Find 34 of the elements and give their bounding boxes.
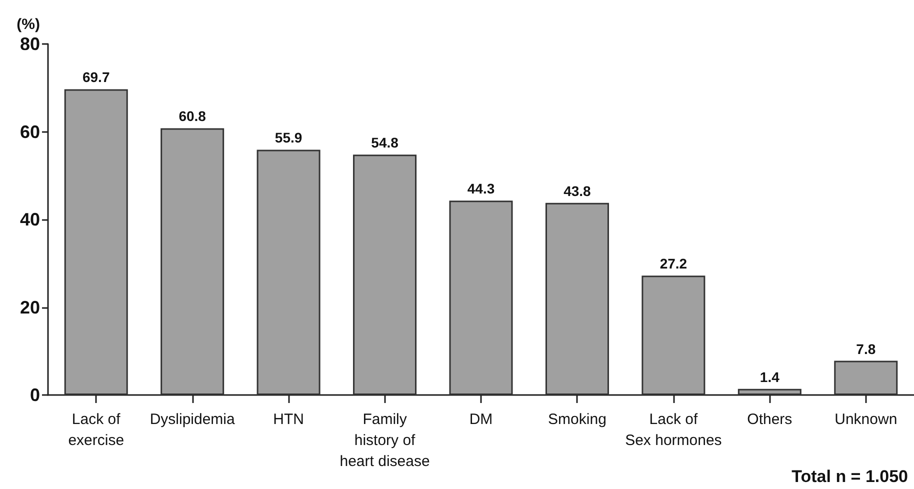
x-tick-label: Family history of heart disease bbox=[340, 411, 430, 470]
bar bbox=[449, 200, 513, 395]
x-tick-label: Lack of exercise bbox=[68, 411, 124, 449]
y-tick-label: 80 bbox=[20, 34, 40, 54]
data-label: 69.7 bbox=[82, 69, 110, 86]
y-tick-label: 60 bbox=[20, 122, 40, 142]
x-tick-label: DM bbox=[469, 411, 493, 428]
y-axis-title: (%) bbox=[16, 16, 40, 33]
y-tick-label: 40 bbox=[20, 210, 40, 230]
bar bbox=[353, 154, 417, 395]
bar bbox=[738, 388, 802, 395]
x-tick-label: Lack of Sex hormones bbox=[625, 411, 722, 449]
text: Total n = 1.050 bbox=[792, 467, 908, 486]
data-label: 43.8 bbox=[564, 182, 592, 199]
data-label: 55.9 bbox=[274, 130, 302, 146]
bar bbox=[64, 89, 128, 395]
data-label: 60.8 bbox=[178, 108, 206, 124]
bar bbox=[642, 276, 706, 395]
data-label: 44.3 bbox=[467, 180, 495, 197]
x-tick-label: Smoking bbox=[548, 411, 606, 428]
bar bbox=[545, 202, 609, 395]
y-tick-label: 0 bbox=[30, 385, 40, 405]
x-tick-label: Others bbox=[747, 411, 792, 428]
x-tick-label: HTN bbox=[273, 411, 304, 428]
data-label: 27.2 bbox=[660, 256, 688, 272]
bar bbox=[834, 360, 898, 395]
data-label: 1.4 bbox=[760, 368, 780, 385]
bar bbox=[256, 150, 320, 395]
data-label: 7.8 bbox=[856, 340, 876, 357]
data-label: 54.8 bbox=[371, 134, 399, 151]
y-tick-label: 20 bbox=[20, 297, 40, 318]
bar bbox=[160, 128, 224, 395]
x-tick-label: Unknown bbox=[834, 411, 898, 428]
x-tick-label: Dyslipidemia bbox=[150, 411, 236, 428]
